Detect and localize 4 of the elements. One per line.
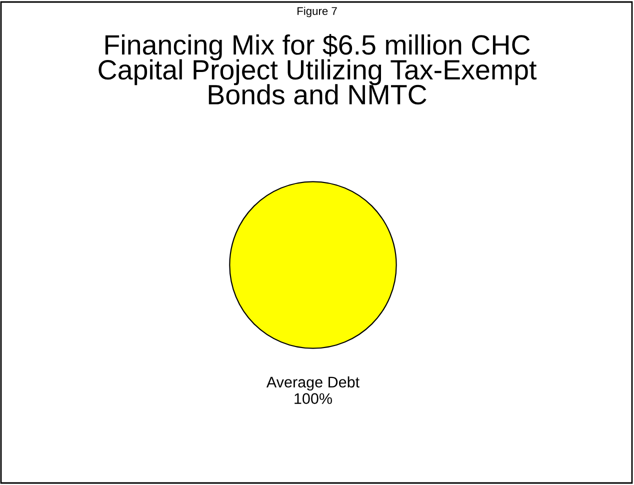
chart-title: Financing Mix for $6.5 million CHC Capital Project Utilizing Tax-Exempt Bonds and NMTC bbox=[98, 34, 537, 105]
caption: Figure 7 bbox=[298, 6, 337, 18]
data-label: 100% bbox=[294, 393, 332, 404]
slice-label: Average Debt bbox=[266, 376, 360, 391]
